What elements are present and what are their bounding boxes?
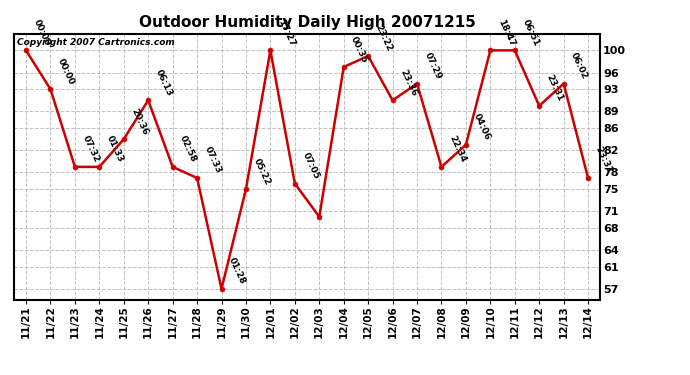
Text: 20:36: 20:36	[129, 107, 150, 136]
Text: 06:02: 06:02	[569, 51, 589, 81]
Text: 02:58: 02:58	[178, 135, 199, 164]
Text: 07:05: 07:05	[300, 151, 321, 181]
Text: 06:13: 06:13	[154, 68, 174, 98]
Text: 17:27: 17:27	[276, 18, 296, 48]
Text: 07:32: 07:32	[81, 134, 101, 164]
Text: Copyright 2007 Cartronics.com: Copyright 2007 Cartronics.com	[17, 38, 175, 47]
Text: 00:00: 00:00	[32, 18, 52, 48]
Title: Outdoor Humidity Daily High 20071215: Outdoor Humidity Daily High 20071215	[139, 15, 475, 30]
Text: 01:33: 01:33	[105, 135, 125, 164]
Text: 04:06: 04:06	[471, 112, 492, 142]
Text: 01:28: 01:28	[227, 256, 247, 286]
Text: 23:31: 23:31	[593, 146, 614, 175]
Text: 23:31: 23:31	[545, 74, 565, 103]
Text: 18:47: 18:47	[496, 18, 516, 48]
Text: 00:35: 00:35	[349, 35, 369, 64]
Text: 07:29: 07:29	[422, 51, 443, 81]
Text: 05:22: 05:22	[252, 157, 272, 186]
Text: 07:33: 07:33	[203, 146, 223, 175]
Text: 23:36: 23:36	[398, 68, 418, 98]
Text: 23:22: 23:22	[374, 23, 394, 53]
Text: 22:34: 22:34	[447, 134, 467, 164]
Text: 06:51: 06:51	[520, 18, 540, 48]
Text: 00:00: 00:00	[56, 57, 76, 87]
